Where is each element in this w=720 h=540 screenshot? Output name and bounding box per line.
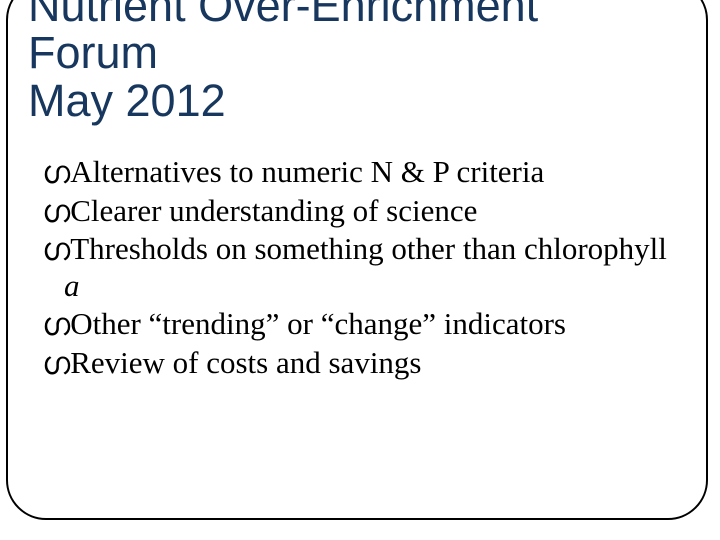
- title-line-3: May 2012: [28, 77, 688, 124]
- bullet-text-italic: a: [64, 268, 80, 303]
- title-line-1: Nutrient Over-Enrichment: [28, 0, 688, 29]
- list-item: ഗThresholds on something other than chlo…: [42, 231, 682, 304]
- bullet-icon: ഗ: [42, 346, 70, 381]
- list-item: ഗAlternatives to numeric N & P criteria: [42, 154, 682, 191]
- bullet-icon: ഗ: [42, 194, 70, 229]
- title-line-2: Forum: [28, 29, 688, 76]
- bullet-text: Alternatives to numeric N & P criteria: [70, 154, 544, 189]
- bullet-icon: ഗ: [42, 307, 70, 342]
- list-item: ഗClearer understanding of science: [42, 193, 682, 230]
- list-item: ഗOther “trending” or “change” indicators: [42, 306, 682, 343]
- bullet-text: Thresholds on something other than chlor…: [70, 231, 667, 266]
- slide-body: ഗAlternatives to numeric N & P criteria …: [42, 154, 682, 383]
- bullet-icon: ഗ: [42, 155, 70, 190]
- slide-title: Nutrient Over-Enrichment Forum May 2012: [28, 0, 688, 124]
- list-item: ഗReview of costs and savings: [42, 345, 682, 382]
- bullet-text: Other “trending” or “change” indicators: [70, 306, 566, 341]
- bullet-text: Clearer understanding of science: [70, 193, 477, 228]
- bullet-icon: ഗ: [42, 232, 70, 267]
- bullet-text: Review of costs and savings: [70, 345, 421, 380]
